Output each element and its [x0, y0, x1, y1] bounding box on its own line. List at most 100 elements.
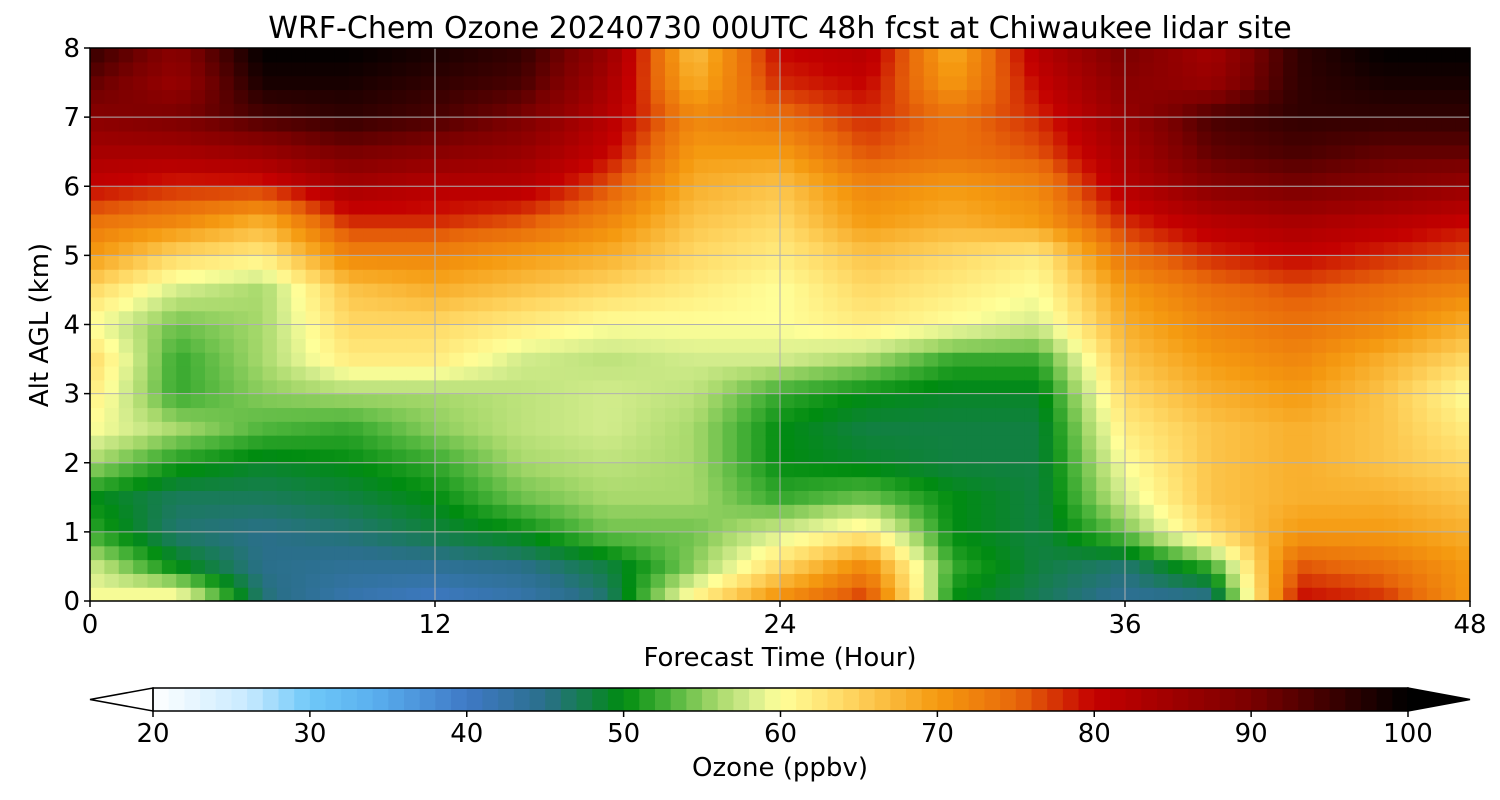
- heatmap-cell: [765, 462, 781, 478]
- heatmap-cell: [1211, 61, 1227, 77]
- heatmap-cell: [1268, 296, 1284, 312]
- heatmap-cell: [952, 448, 968, 464]
- heatmap-cell: [1240, 255, 1255, 270]
- heatmap-cell: [866, 241, 882, 256]
- heatmap-cell: [736, 48, 752, 63]
- heatmap-cell: [1311, 103, 1327, 118]
- heatmap-cell: [823, 559, 839, 574]
- heatmap-cell: [636, 545, 652, 561]
- heatmap-cell: [276, 213, 292, 229]
- heatmap-cell: [636, 48, 652, 63]
- heatmap-cell: [952, 241, 968, 256]
- heatmap-cell: [262, 531, 278, 547]
- heatmap-cell: [1268, 158, 1284, 174]
- heatmap-cell: [938, 186, 954, 201]
- heatmap-cell: [708, 172, 724, 187]
- heatmap-cell: [1383, 338, 1399, 353]
- colorbar-swatch: [168, 688, 185, 711]
- heatmap-cell: [435, 435, 450, 450]
- heatmap-cell: [1340, 75, 1356, 91]
- heatmap-cell: [665, 310, 680, 326]
- heatmap-cell: [808, 504, 824, 519]
- heatmap-cell: [1254, 61, 1270, 77]
- heatmap-cell: [90, 476, 105, 491]
- heatmap-cell: [363, 365, 379, 381]
- heatmap-cell: [161, 559, 177, 574]
- heatmap-cell: [377, 379, 393, 395]
- heatmap-cell: [276, 518, 292, 533]
- heatmap-cell: [233, 435, 249, 450]
- heatmap-cell: [104, 462, 120, 478]
- heatmap-cell: [190, 559, 206, 574]
- heatmap-cell: [233, 144, 249, 160]
- heatmap-cell: [621, 352, 637, 367]
- heatmap-cell: [363, 61, 379, 77]
- heatmap-cell: [320, 61, 335, 77]
- heatmap-cell: [1010, 117, 1025, 132]
- heatmap-cell: [334, 227, 350, 243]
- heatmap-cell: [1153, 338, 1169, 353]
- heatmap-cell: [1398, 559, 1414, 574]
- heatmap-cell: [320, 75, 335, 91]
- heatmap-cell: [1010, 393, 1025, 409]
- heatmap-cell: [823, 61, 839, 77]
- heatmap-cell: [1340, 241, 1356, 256]
- heatmap-cell: [837, 130, 853, 146]
- heatmap-cell: [176, 269, 192, 284]
- heatmap-cell: [995, 352, 1011, 367]
- heatmap-cell: [1297, 518, 1313, 533]
- heatmap-cell: [794, 255, 810, 270]
- heatmap-cell: [1010, 559, 1025, 574]
- heatmap-cell: [895, 545, 910, 561]
- heatmap-cell: [837, 103, 853, 118]
- heatmap-cell: [1196, 200, 1212, 215]
- heatmap-cell: [248, 352, 264, 367]
- heatmap-cell: [1311, 545, 1327, 561]
- heatmap-cell: [276, 365, 292, 381]
- heatmap-cell: [391, 587, 407, 601]
- heatmap-cell: [262, 352, 278, 367]
- heatmap-cell: [593, 435, 609, 450]
- heatmap-cell: [1268, 324, 1284, 339]
- heatmap-cell: [133, 421, 149, 436]
- heatmap-cell: [1355, 476, 1370, 491]
- heatmap-cell: [708, 213, 724, 229]
- heatmap-cell: [420, 365, 436, 381]
- heatmap-cell: [262, 48, 278, 63]
- heatmap-cell: [190, 435, 206, 450]
- heatmap-cell: [866, 200, 882, 215]
- heatmap-cell: [851, 48, 867, 63]
- heatmap-cell: [478, 476, 494, 491]
- heatmap-cell: [880, 310, 896, 326]
- heatmap-cell: [1096, 200, 1112, 215]
- heatmap-cell: [909, 365, 925, 381]
- heatmap-cell: [751, 130, 767, 146]
- heatmap-cell: [1125, 379, 1140, 395]
- heatmap-cell: [1340, 462, 1356, 478]
- heatmap-cell: [1311, 421, 1327, 436]
- heatmap-cell: [305, 117, 321, 132]
- heatmap-cell: [377, 144, 393, 160]
- heatmap-cell: [320, 504, 335, 519]
- heatmap-cell: [348, 324, 364, 339]
- heatmap-cell: [1383, 462, 1399, 478]
- heatmap-cell: [104, 490, 120, 505]
- heatmap-cell: [851, 213, 867, 229]
- heatmap-cell: [578, 48, 594, 63]
- heatmap-cell: [1426, 338, 1442, 353]
- heatmap-cell: [435, 324, 450, 339]
- heatmap-cell: [722, 269, 738, 284]
- heatmap-cell: [722, 227, 738, 243]
- heatmap-cell: [995, 407, 1011, 422]
- heatmap-cell: [478, 186, 494, 201]
- heatmap-cell: [621, 213, 637, 229]
- y-tick-label: 5: [63, 241, 80, 271]
- heatmap-cell: [923, 48, 939, 63]
- heatmap-cell: [1311, 476, 1327, 491]
- heatmap-cell: [1398, 587, 1414, 601]
- heatmap-cell: [895, 421, 910, 436]
- heatmap-cell: [952, 269, 968, 284]
- heatmap-cell: [449, 283, 465, 298]
- heatmap-cell: [693, 241, 709, 256]
- colorbar-swatch: [529, 688, 546, 711]
